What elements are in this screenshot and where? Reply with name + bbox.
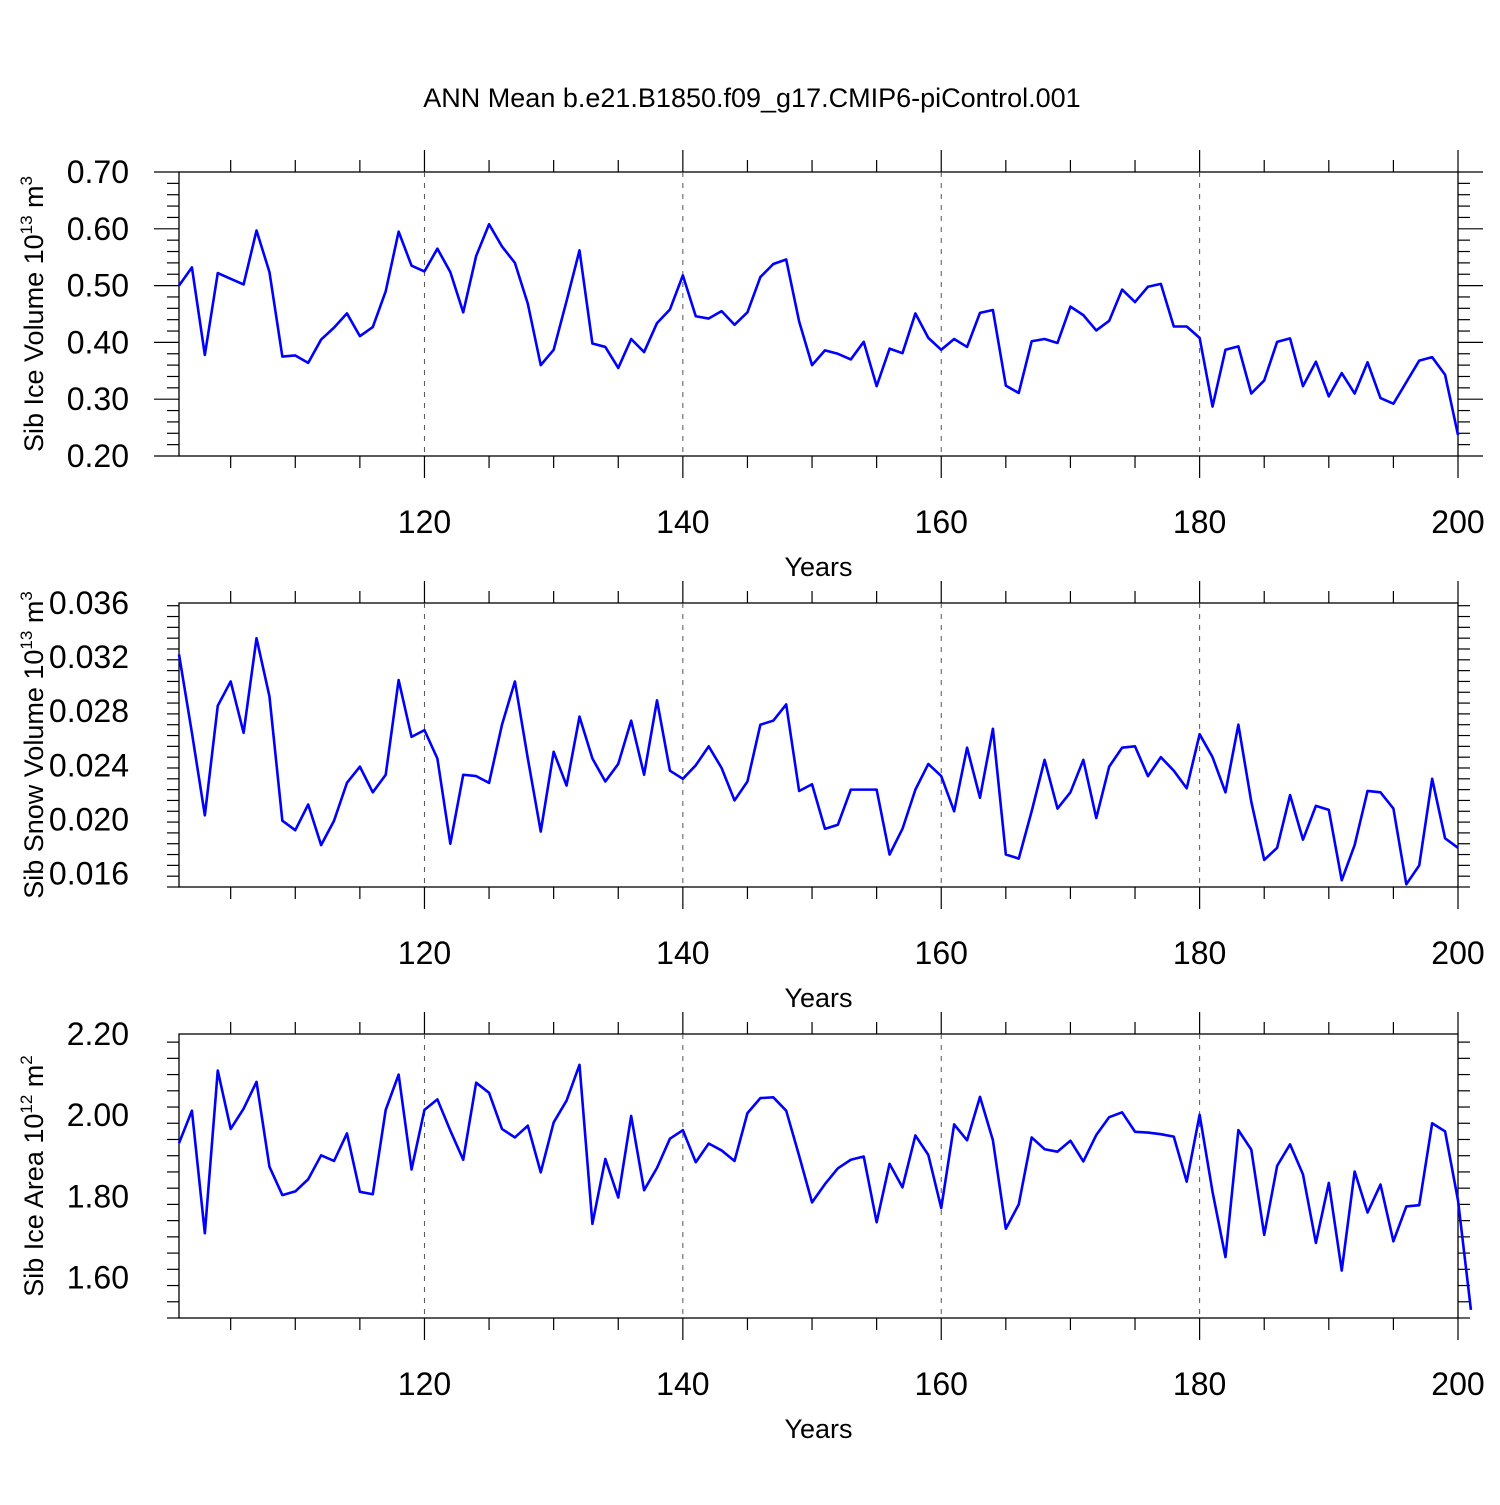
y-axis-title-unit-exponent: 2 (17, 1055, 36, 1064)
x-axis-title: Years (784, 552, 852, 582)
y-axis-title-exponent: 12 (17, 1095, 36, 1114)
x-tick-label: 160 (915, 504, 968, 540)
series-line (177, 222, 1460, 436)
y-tick-label: 0.024 (49, 747, 129, 783)
y-tick-label: 0.30 (67, 381, 129, 417)
x-axis-title: Years (784, 1414, 852, 1444)
plot-frame (178, 1033, 1459, 1319)
y-axis-title-unit: m (19, 185, 49, 215)
y-tick-label: 2.20 (67, 1016, 129, 1052)
series-line (177, 1063, 1473, 1311)
y-tick-label: 0.028 (49, 693, 129, 729)
y-axis-title-text: Sib Ice Area 10 (19, 1114, 49, 1297)
x-tick-label: 120 (398, 1366, 451, 1402)
y-tick-label: 0.50 (67, 268, 129, 304)
y-tick-label: 1.60 (67, 1259, 129, 1295)
y-tick-label: 0.20 (67, 438, 129, 474)
x-tick-label: 120 (398, 935, 451, 971)
x-tick-label: 180 (1173, 1366, 1226, 1402)
x-tick-label: 120 (398, 504, 451, 540)
y-tick-label: 1.80 (67, 1178, 129, 1214)
x-tick-label: 140 (656, 935, 709, 971)
y-tick-label: 0.032 (49, 639, 129, 675)
y-tick-label: 0.60 (67, 211, 129, 247)
y-axis-title-unit-exponent: 3 (17, 591, 36, 600)
x-tick-label: 200 (1431, 504, 1484, 540)
y-tick-label: 2.00 (67, 1097, 129, 1133)
plot-frame (178, 602, 1459, 888)
y-axis-title-text: Sib Snow Volume 10 (19, 650, 49, 899)
y-tick-label: 0.020 (49, 801, 129, 837)
y-tick-label: 0.036 (49, 585, 129, 621)
y-axis-title-exponent: 13 (17, 631, 36, 650)
x-tick-label: 200 (1431, 1366, 1484, 1402)
y-tick-label: 0.016 (49, 855, 129, 891)
x-tick-label: 200 (1431, 935, 1484, 971)
panel-3: 1.60 1.80 2.00 2.20 120 140 160 180 200 Years Sib … (17, 1012, 1485, 1444)
y-axis-title-unit-exponent: 3 (17, 176, 36, 185)
series-line (177, 636, 1459, 886)
x-tick-label: 140 (656, 504, 709, 540)
x-tick-label: 180 (1173, 504, 1226, 540)
panel-2: 0.016 0.020 0.024 0.028 0.032 0.036 120 140 160 1… (17, 581, 1485, 1013)
y-tick-label: 0.40 (67, 324, 129, 360)
y-axis-title-unit: m (19, 601, 49, 631)
y-axis-title-text: Sib Ice Volume 10 (19, 234, 49, 452)
y-axis-title: Sib Ice Volume 1013 m3 (17, 176, 49, 452)
chart-title: ANN Mean b.e21.B1850.f09_g17.CMIP6-piCon… (423, 83, 1080, 113)
x-axis-title: Years (784, 983, 852, 1013)
y-axis-title: Sib Snow Volume 1013 m3 (17, 591, 49, 899)
y-tick-label: 0.70 (67, 154, 129, 190)
x-tick-label: 140 (656, 1366, 709, 1402)
plot-frame (178, 171, 1459, 457)
y-axis-title: Sib Ice Area 1012 m2 (17, 1055, 49, 1297)
y-axis-title-unit: m (19, 1065, 49, 1095)
panel-1: 0.20 0.30 0.40 0.50 0.60 0.70 120 140 160 180 200 Y… (17, 150, 1485, 582)
x-tick-label: 160 (915, 1366, 968, 1402)
x-tick-label: 180 (1173, 935, 1226, 971)
y-axis-title-exponent: 13 (17, 215, 36, 234)
x-tick-label: 160 (915, 935, 968, 971)
